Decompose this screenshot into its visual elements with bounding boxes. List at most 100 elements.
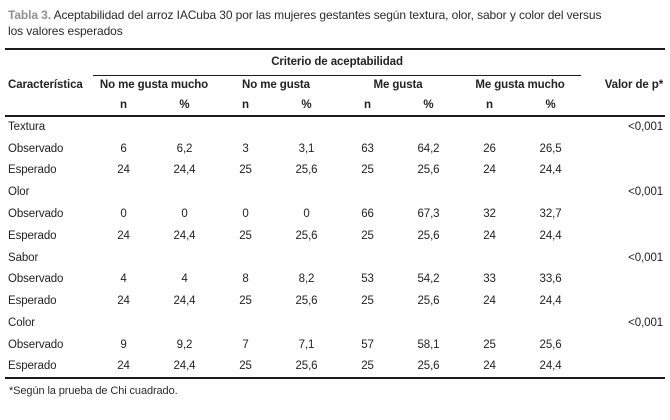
- cell-pct: 25,6: [417, 229, 440, 242]
- cell-n: 53: [361, 273, 374, 286]
- empty-cell: [581, 334, 665, 356]
- cell-n: 24: [117, 295, 130, 308]
- subheader-pct: %: [520, 95, 582, 117]
- empty-cell: [581, 138, 665, 160]
- section-label: Textura: [8, 121, 46, 134]
- cell-pct: 4: [181, 273, 188, 286]
- cell-n: 24: [117, 164, 130, 177]
- p-value: <0,001: [628, 317, 664, 330]
- cell-pct: 33,6: [539, 273, 562, 286]
- subheader-row: n % n % n % n %: [5, 95, 666, 117]
- subheader-pct: %: [276, 95, 337, 117]
- cell-n: 25: [483, 338, 496, 351]
- cell-pct: 6,2: [176, 142, 193, 155]
- table-title-line1: Aceptabilidad del arroz IACuba 30 por la…: [53, 8, 602, 22]
- empty-cell: [581, 49, 665, 75]
- table-title-line2: los valores esperados: [8, 24, 123, 38]
- cell-pct: 25,6: [295, 295, 318, 308]
- cell-pct: 3,1: [298, 142, 315, 155]
- cell-pct: 32,7: [539, 208, 562, 221]
- span-header-row: Criterio de aceptabilidad: [5, 49, 665, 76]
- table-row: Esperado 24 24,4 25 25,6 25 25,6 24 24,4: [5, 290, 665, 312]
- cell-n: 25: [239, 229, 252, 242]
- cell-pct: 24,4: [539, 229, 562, 242]
- cell-n: 25: [361, 360, 374, 373]
- cell-pct: 9,2: [176, 338, 193, 351]
- cell-pct: 25,6: [295, 164, 318, 177]
- cell-n: 66: [361, 208, 374, 221]
- cell-n: 24: [483, 295, 496, 308]
- subheader-n: n: [215, 95, 276, 117]
- empty-cell: [581, 269, 665, 291]
- cell-n: 25: [239, 295, 252, 308]
- row-label: Observado: [8, 142, 64, 155]
- p-value: <0,001: [628, 121, 664, 134]
- section-row-textura: Textura <0,001: [5, 116, 665, 138]
- cell-n: 6: [120, 142, 127, 155]
- row-label: Esperado: [8, 164, 57, 177]
- row-label: Esperado: [8, 229, 57, 242]
- cell-n: 25: [361, 229, 374, 242]
- cell-pct: 24,4: [539, 295, 562, 308]
- cell-n: 25: [239, 164, 252, 177]
- row-label: Esperado: [8, 360, 57, 373]
- cell-n: 63: [361, 142, 374, 155]
- empty-cell: [581, 203, 665, 225]
- group-header-row: Característica No me gusta mucho No me g…: [5, 75, 665, 95]
- cell-n: 25: [361, 295, 374, 308]
- section-label: Sabor: [8, 251, 39, 264]
- group-header-me-gusta-mucho: Me gusta mucho: [475, 79, 565, 92]
- cell-pct: 24,4: [173, 295, 196, 308]
- cell-n: 9: [120, 338, 127, 351]
- cell-pct: 24,4: [173, 164, 196, 177]
- empty-cell: [581, 356, 665, 378]
- cell-n: 57: [361, 338, 374, 351]
- group-header-no-me-gusta-mucho: No me gusta mucho: [99, 79, 209, 92]
- table-row: Observado 6 6,2 3 3,1 63 64,2 26 26,5: [5, 138, 665, 160]
- cell-n: 32: [483, 208, 496, 221]
- cell-n: 25: [361, 164, 374, 177]
- cell-pct: 25,6: [417, 360, 440, 373]
- cell-pct: 64,2: [417, 142, 440, 155]
- cell-pct: 8,2: [298, 273, 315, 286]
- section-label: Color: [8, 317, 35, 330]
- cell-pct: 54,2: [417, 273, 440, 286]
- section-row-sabor: Sabor <0,001: [5, 247, 665, 269]
- empty-cell: [5, 95, 93, 117]
- empty-cell: [581, 290, 665, 312]
- cell-n: 8: [242, 273, 249, 286]
- empty-cell: [581, 225, 665, 247]
- row-label: Observado: [8, 208, 64, 221]
- row-label: Esperado: [8, 295, 57, 308]
- cell-pct: 24,4: [173, 360, 196, 373]
- section-row-olor: Olor <0,001: [5, 181, 665, 203]
- cell-pct: 0: [181, 208, 188, 221]
- cell-n: 3: [242, 142, 249, 155]
- cell-n: 4: [120, 273, 127, 286]
- cell-pct: 25,6: [417, 164, 440, 177]
- column-header-caracteristica: Característica: [8, 79, 83, 91]
- subheader-pct: %: [398, 95, 459, 117]
- p-value: <0,001: [628, 251, 664, 264]
- cell-pct: 58,1: [417, 338, 440, 351]
- subheader-n: n: [459, 95, 520, 117]
- table-row: Observado 9 9,2 7 7,1 57 58,1 25 25,6: [5, 334, 665, 356]
- cell-pct: 67,3: [417, 208, 440, 221]
- table-row: Observado 0 0 0 0 66 67,3 32 32,7: [5, 203, 665, 225]
- table-row: Esperado 24 24,4 25 25,6 25 25,6 24 24,4: [5, 225, 665, 247]
- cell-n: 24: [483, 360, 496, 373]
- cell-n: 24: [117, 229, 130, 242]
- row-label: Observado: [8, 273, 64, 286]
- span-header-criterio: Criterio de aceptabilidad: [93, 49, 582, 76]
- cell-pct: 25,6: [417, 295, 440, 308]
- table-row: Esperado 24 24,4 25 25,6 25 25,6 24 24,4: [5, 356, 665, 378]
- empty-cell: [5, 49, 93, 75]
- p-value: <0,001: [628, 186, 664, 199]
- cell-pct: 24,4: [173, 229, 196, 242]
- cell-pct: 25,6: [295, 229, 318, 242]
- group-header-no-me-gusta: No me gusta: [242, 79, 310, 92]
- cell-pct: 25,6: [539, 338, 562, 351]
- subheader-n: n: [337, 95, 398, 117]
- cell-n: 25: [239, 360, 252, 373]
